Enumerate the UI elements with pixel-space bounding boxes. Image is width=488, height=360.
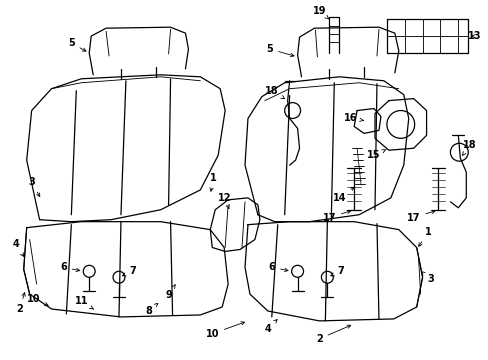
Text: 7: 7 bbox=[330, 266, 344, 276]
Text: 4: 4 bbox=[264, 320, 277, 334]
Text: 18: 18 bbox=[264, 86, 284, 99]
Text: 17: 17 bbox=[322, 210, 350, 223]
Text: 4: 4 bbox=[12, 239, 23, 256]
Text: 2: 2 bbox=[315, 325, 350, 344]
Text: 12: 12 bbox=[218, 193, 231, 208]
Text: 14: 14 bbox=[332, 187, 353, 203]
Text: 6: 6 bbox=[268, 262, 287, 272]
Text: 3: 3 bbox=[28, 177, 40, 197]
Text: 2: 2 bbox=[16, 293, 25, 314]
Text: 1: 1 bbox=[209, 173, 216, 191]
Text: 7: 7 bbox=[122, 266, 136, 276]
Text: 17: 17 bbox=[406, 210, 434, 223]
Text: 8: 8 bbox=[145, 303, 158, 316]
Text: 10: 10 bbox=[27, 294, 48, 306]
Text: 19: 19 bbox=[312, 6, 328, 19]
Text: 15: 15 bbox=[366, 149, 385, 160]
Text: 16: 16 bbox=[344, 113, 363, 123]
Text: 3: 3 bbox=[421, 272, 433, 284]
Text: 18: 18 bbox=[462, 140, 476, 156]
Text: 9: 9 bbox=[165, 285, 175, 300]
Text: 13: 13 bbox=[467, 31, 480, 41]
Text: 11: 11 bbox=[74, 296, 93, 309]
Text: 5: 5 bbox=[266, 44, 293, 57]
Text: 10: 10 bbox=[205, 322, 244, 339]
Text: 1: 1 bbox=[418, 226, 431, 246]
Text: 6: 6 bbox=[60, 262, 80, 272]
Text: 5: 5 bbox=[68, 38, 86, 51]
